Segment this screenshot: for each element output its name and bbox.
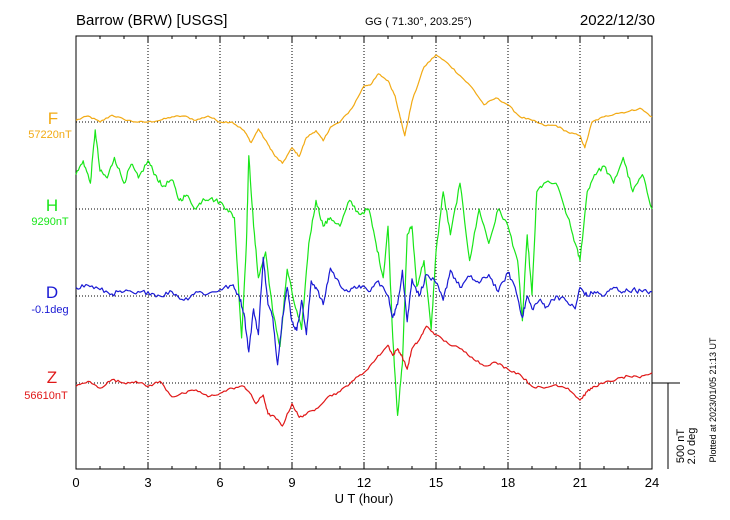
geographic-coordinates: GG ( 71.30°, 203.25°) xyxy=(365,16,472,28)
plotted-timestamp: Plotted at 2023/01/05 21:13 UT xyxy=(708,337,718,463)
x-tick-label: 9 xyxy=(288,475,295,490)
x-tick-label: 18 xyxy=(501,475,515,490)
baseline-label-d: -0.1deg xyxy=(31,304,68,316)
x-grid: 0 3 6 9 12 15 18 21 24 xyxy=(72,36,659,490)
baseline-label-f: 57220nT xyxy=(28,129,72,141)
series-label-h: H xyxy=(46,196,58,215)
series-lines xyxy=(75,54,653,427)
x-tick-label: 21 xyxy=(573,475,587,490)
series-line-f xyxy=(75,54,653,164)
series-line-h xyxy=(75,129,653,416)
x-tick-label: 15 xyxy=(429,475,443,490)
series-label-z: Z xyxy=(47,368,57,387)
x-axis-title: U T (hour) xyxy=(335,491,394,506)
station-title: Barrow (BRW) [USGS] xyxy=(76,12,227,29)
series-line-d xyxy=(75,256,653,366)
plot-date: 2022/12/30 xyxy=(580,12,655,29)
scale-bar-deg-label: 2.0 deg xyxy=(686,428,698,465)
x-tick-label: 0 xyxy=(72,475,79,490)
series-label-f: F xyxy=(48,109,58,128)
x-tick-label: 24 xyxy=(645,475,659,490)
x-tick-label: 6 xyxy=(216,475,223,490)
x-tick-label: 12 xyxy=(357,475,371,490)
x-tick-label: 3 xyxy=(144,475,151,490)
scale-bar-nt-label: 500 nT xyxy=(675,429,687,464)
baseline-label-h: 9290nT xyxy=(31,216,69,228)
series-label-d: D xyxy=(46,283,58,302)
series-line-z xyxy=(75,325,653,427)
baseline-label-z: 56610nT xyxy=(24,390,68,402)
